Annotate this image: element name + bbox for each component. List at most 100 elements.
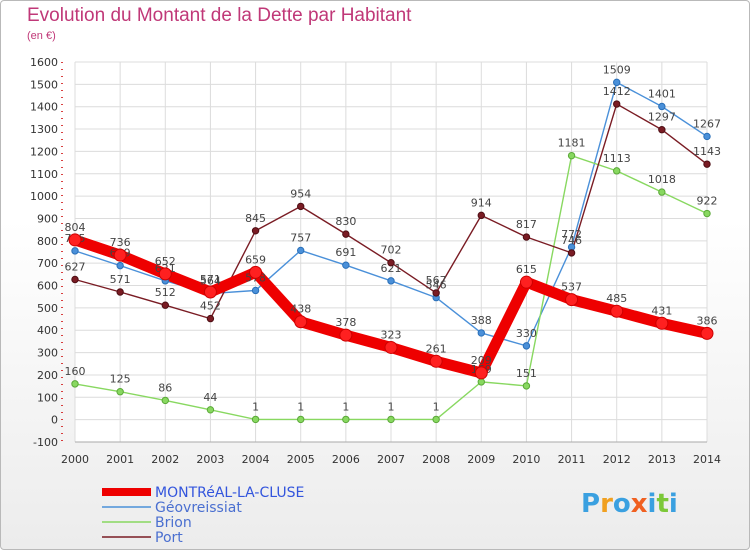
- data-label: 1: [252, 400, 259, 413]
- x-tick-label: 2014: [693, 453, 721, 466]
- data-point: [297, 246, 305, 255]
- data-label: 512: [155, 286, 176, 299]
- x-tick-label: 2007: [377, 453, 405, 466]
- data-point: [342, 415, 350, 424]
- data-point: [474, 366, 488, 380]
- y-tick-label: 1100: [30, 168, 58, 181]
- data-label: 1181: [558, 137, 586, 150]
- data-point: [522, 342, 531, 350]
- data-label: 378: [335, 316, 356, 329]
- data-point: [567, 249, 576, 257]
- data-point: [613, 78, 621, 87]
- data-label: 160: [65, 365, 86, 378]
- data-point: [161, 301, 169, 309]
- data-label: 44: [203, 391, 217, 404]
- data-label: 621: [381, 262, 402, 275]
- data-point: [477, 211, 485, 220]
- data-point: [387, 259, 395, 267]
- data-point: [249, 265, 263, 279]
- data-point: [658, 126, 666, 134]
- y-tick-label: 1000: [30, 190, 58, 203]
- chart-subtitle: (en €): [27, 30, 56, 42]
- y-tick-label: -100: [33, 436, 58, 449]
- data-point: [342, 230, 350, 238]
- data-label: 1297: [648, 111, 676, 124]
- data-point: [703, 209, 711, 218]
- y-tick-label: 800: [37, 235, 58, 248]
- data-label: 151: [516, 367, 537, 380]
- data-label: 452: [200, 300, 221, 313]
- data-label: 438: [290, 303, 311, 316]
- data-point: [703, 132, 711, 141]
- data-point: [71, 247, 79, 255]
- data-point: [522, 233, 531, 241]
- data-label: 615: [516, 263, 537, 276]
- data-label: 817: [516, 218, 537, 231]
- data-point: [519, 275, 533, 289]
- x-tick-label: 2001: [106, 453, 134, 466]
- data-point: [429, 354, 443, 368]
- data-label: 386: [697, 314, 718, 327]
- x-tick-label: 2013: [648, 453, 676, 466]
- data-point: [294, 315, 308, 329]
- data-label: 261: [426, 342, 447, 355]
- data-label: 86: [158, 381, 172, 394]
- data-point: [384, 340, 398, 354]
- data-label: 1412: [603, 85, 631, 98]
- data-point: [251, 286, 260, 295]
- x-tick-label: 2009: [467, 453, 495, 466]
- data-point: [339, 328, 353, 342]
- data-label: 1401: [648, 87, 676, 100]
- data-point: [387, 415, 395, 424]
- legend-label: MONTRéAL-LA-CLUSE: [155, 485, 304, 501]
- legend-label: Géovreissiat: [155, 500, 242, 516]
- data-point: [477, 378, 485, 386]
- x-tick-label: 2005: [287, 453, 315, 466]
- y-tick-label: 200: [37, 369, 58, 382]
- data-point: [700, 326, 714, 340]
- data-point: [251, 415, 260, 424]
- data-point: [203, 285, 217, 299]
- data-point: [655, 316, 669, 330]
- data-point: [68, 233, 82, 247]
- data-label: 1: [297, 400, 304, 413]
- x-tick-label: 2011: [558, 453, 586, 466]
- data-point: [565, 293, 579, 307]
- proxiti-logo: Proxiti: [581, 489, 678, 519]
- data-label: 914: [471, 196, 492, 209]
- data-label: 567: [426, 274, 447, 287]
- data-label: 125: [110, 373, 131, 386]
- data-label: 702: [381, 244, 402, 257]
- data-point: [658, 188, 666, 196]
- data-point: [522, 382, 531, 390]
- data-point: [297, 202, 305, 211]
- data-point: [158, 267, 172, 281]
- data-label: 757: [290, 231, 311, 244]
- x-tick-label: 2010: [512, 453, 540, 466]
- data-label: 209: [471, 354, 492, 367]
- data-label: 1143: [693, 145, 721, 158]
- data-point: [116, 261, 124, 270]
- data-label: 804: [65, 221, 86, 234]
- data-point: [251, 227, 260, 235]
- y-tick-label: 0: [51, 414, 58, 427]
- x-tick-label: 2006: [332, 453, 360, 466]
- y-tick-label: 400: [37, 324, 58, 337]
- data-point: [703, 160, 711, 168]
- data-label: 564: [200, 275, 221, 288]
- data-point: [206, 406, 215, 414]
- data-point: [297, 415, 305, 424]
- data-label: 1018: [648, 173, 676, 186]
- data-point: [206, 314, 215, 323]
- data-point: [658, 102, 666, 111]
- x-tick-label: 2004: [242, 453, 270, 466]
- data-label: 736: [110, 236, 131, 249]
- x-tick-label: 2003: [196, 453, 224, 466]
- data-point: [613, 100, 621, 108]
- y-tick-label: 1400: [30, 101, 58, 114]
- x-tick-label: 2008: [422, 453, 450, 466]
- y-tick-label: 900: [37, 212, 58, 225]
- data-point: [432, 289, 440, 297]
